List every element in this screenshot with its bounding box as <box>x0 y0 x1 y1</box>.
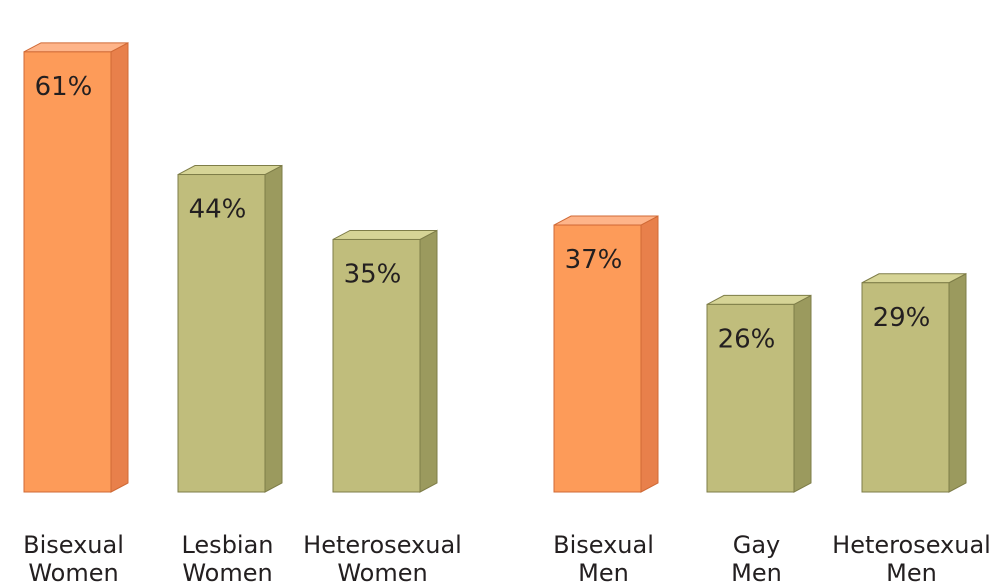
bar-front-face <box>332 238 421 493</box>
category-label-line: Women <box>28 559 118 583</box>
bar <box>177 164 283 493</box>
category-label-line: Lesbian <box>181 531 273 559</box>
bar-top-face <box>177 165 283 176</box>
bar <box>706 294 812 493</box>
bar-front-face <box>706 303 795 493</box>
category-label-line: Men <box>578 559 629 583</box>
bar-value-label: 29% <box>873 303 931 333</box>
bar-side-face <box>793 294 812 493</box>
category-label-line: Women <box>337 559 427 583</box>
category-label-line: Women <box>182 559 272 583</box>
bar-side-face <box>640 215 659 493</box>
category-label: Heterosexual Men <box>832 531 991 583</box>
bar <box>861 272 967 493</box>
category-label-line: Gay <box>733 531 781 559</box>
category-label: Heterosexual Women <box>303 531 462 583</box>
bar-front-face <box>553 224 642 493</box>
category-label-line: Bisexual <box>23 531 124 559</box>
bar-value-label: 35% <box>344 259 402 289</box>
bar-top-face <box>553 215 659 226</box>
bar-top-face <box>861 273 967 284</box>
bar <box>553 215 659 493</box>
bar-front-face <box>861 282 950 493</box>
category-label-line: Men <box>731 559 782 583</box>
category-label: Lesbian Women <box>181 531 273 583</box>
value-labels-group: 61% 44% 35% 37% 26% 29% <box>35 72 931 355</box>
category-label: Bisexual Men <box>553 531 654 583</box>
bar <box>23 42 129 493</box>
bar-value-label: 37% <box>565 245 623 275</box>
bar-front-face <box>177 174 266 493</box>
category-label: Gay Men <box>731 531 782 583</box>
bar-side-face <box>948 272 967 493</box>
category-label-line: Heterosexual <box>832 531 991 559</box>
bar <box>332 229 438 493</box>
bar-front-face <box>23 51 112 493</box>
bar-top-face <box>23 42 129 53</box>
bar-value-label: 61% <box>35 72 93 102</box>
bar-top-face <box>332 229 438 240</box>
bar-side-face <box>419 229 438 493</box>
bar-top-face <box>706 294 812 305</box>
category-label-line: Bisexual <box>553 531 654 559</box>
category-label-line: Men <box>886 559 937 583</box>
category-label-line: Heterosexual <box>303 531 462 559</box>
bar-side-face <box>264 164 283 493</box>
category-label: Bisexual Women <box>23 531 124 583</box>
bar-value-label: 44% <box>189 195 247 225</box>
bar-value-label: 26% <box>718 324 776 354</box>
bar-side-face <box>110 42 129 493</box>
bars-group <box>23 42 967 493</box>
